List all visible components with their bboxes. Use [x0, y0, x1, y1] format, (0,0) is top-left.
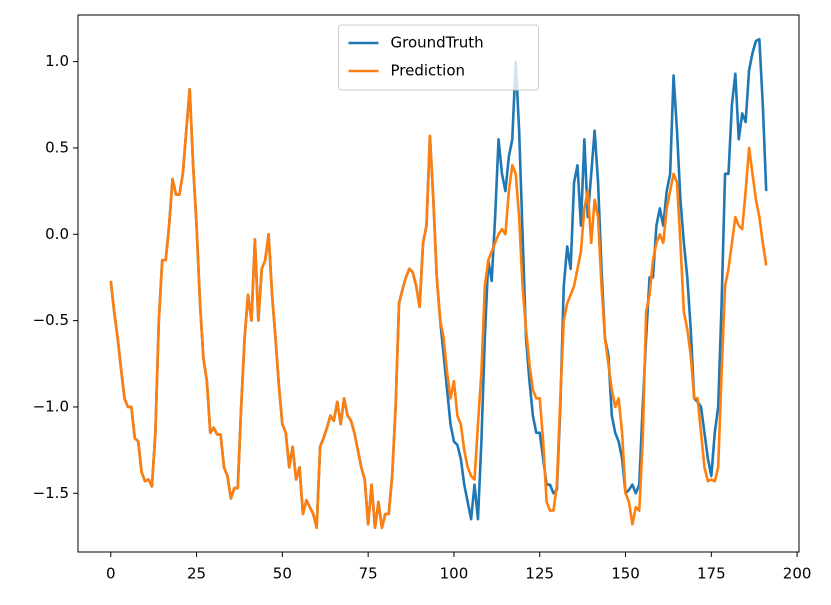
x-tick-label: 25: [187, 565, 206, 583]
series-line: [109, 87, 768, 530]
x-tick-label: 50: [273, 565, 292, 583]
x-tick-label: 200: [783, 565, 812, 583]
y-tick-label: 0.5: [45, 138, 69, 156]
y-tick-label: 0.0: [45, 225, 69, 243]
x-tick-label: 150: [611, 565, 640, 583]
legend-label: Prediction: [391, 62, 466, 80]
legend-box: [338, 24, 539, 91]
y-tick-label: −1.0: [33, 397, 69, 415]
x-tick-label: 0: [106, 565, 116, 583]
y-tick-label: 1.0: [45, 52, 69, 70]
legend-label: GroundTruth: [391, 34, 484, 52]
x-tick-label: 175: [697, 565, 726, 583]
plot-frame: [77, 14, 800, 553]
y-tick-label: −1.5: [33, 484, 69, 502]
x-tick-label: 75: [359, 565, 378, 583]
y-tick-label: −0.5: [33, 311, 69, 329]
x-tick-label: 100: [440, 565, 469, 583]
x-tick-label: 125: [525, 565, 554, 583]
